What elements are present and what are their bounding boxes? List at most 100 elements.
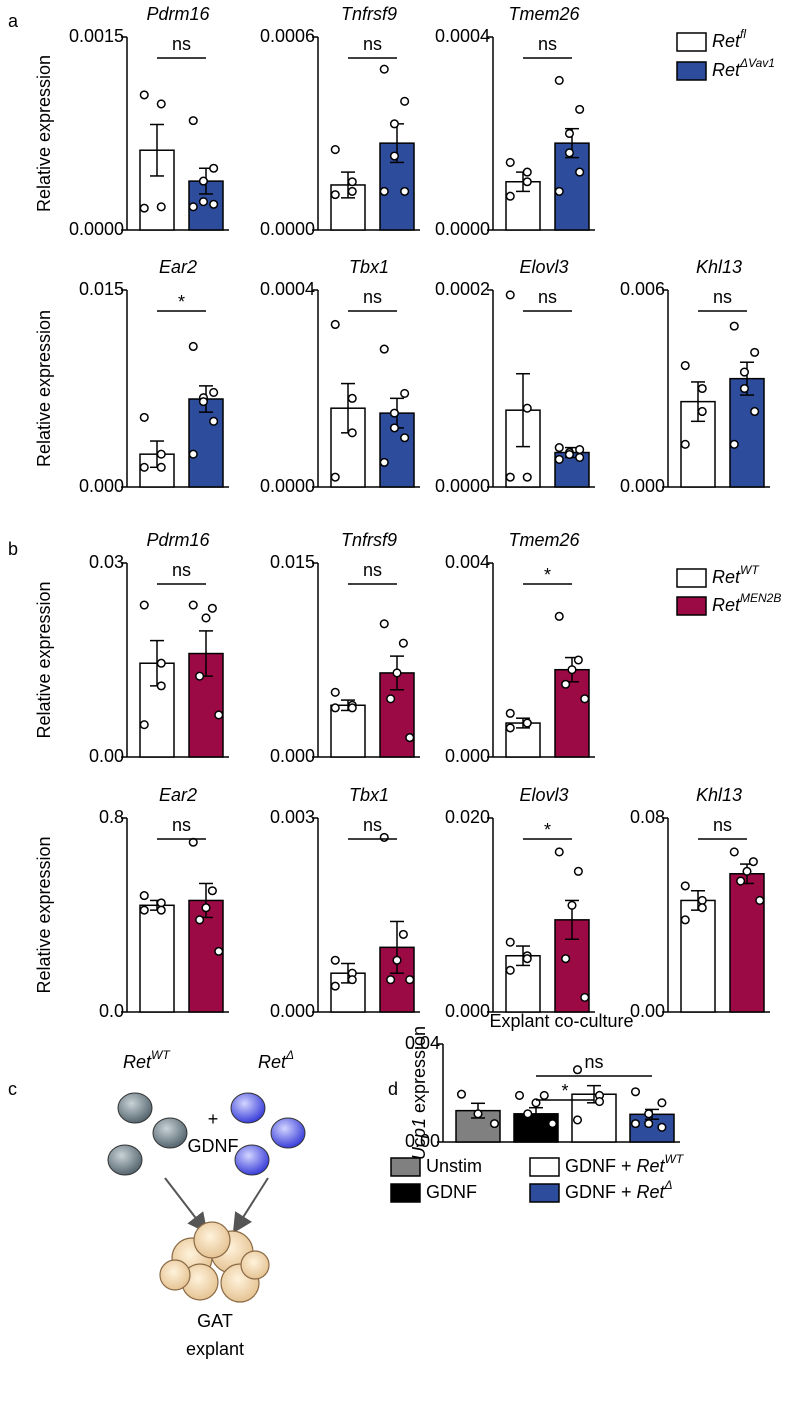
y-tick-label: 0.00 — [89, 746, 124, 766]
data-point — [554, 454, 564, 464]
data-point — [392, 668, 402, 678]
data-point — [188, 202, 198, 212]
chart-title: Pdrm16 — [146, 530, 210, 550]
y-tick-label: 0.000 — [620, 476, 665, 496]
data-point — [630, 1087, 641, 1097]
data-point — [505, 937, 515, 947]
data-point — [139, 905, 149, 915]
bar — [188, 398, 224, 488]
y-tick-label: 0.0006 — [260, 26, 315, 46]
stimulus: GDNF — [188, 1136, 239, 1156]
legend-label: Retfl — [712, 27, 746, 51]
legend-swatch — [529, 1157, 560, 1177]
legend-label: RetMEN2B — [712, 591, 781, 615]
significance-label: ns — [172, 560, 191, 580]
data-point — [389, 408, 400, 418]
data-point — [386, 975, 396, 985]
data-point — [139, 720, 149, 730]
data-point — [573, 655, 583, 665]
data-point — [139, 891, 149, 901]
text-part: Unstim — [426, 1156, 482, 1176]
significance-label: ns — [538, 34, 557, 54]
data-point — [531, 1098, 541, 1108]
bar — [729, 377, 765, 488]
data-point — [680, 360, 690, 371]
cell-label: RetΔ — [258, 1048, 294, 1072]
legend-swatch — [676, 61, 707, 81]
data-point — [554, 443, 564, 453]
y-axis-label: Relative expression — [34, 836, 54, 993]
data-point — [697, 903, 707, 913]
data-point — [214, 710, 224, 720]
data-point — [748, 857, 758, 867]
data-point — [139, 90, 149, 100]
data-point — [347, 703, 357, 713]
legend-swatch — [676, 596, 707, 616]
data-point — [156, 905, 166, 915]
legend-swatch — [676, 568, 707, 588]
data-point — [398, 929, 408, 939]
data-point — [379, 186, 389, 196]
y-tick-label: 0.000 — [270, 746, 315, 766]
y-tick-label: 0.000 — [79, 476, 124, 496]
data-point — [554, 611, 564, 621]
data-point — [201, 613, 211, 623]
y-tick-label: 0.015 — [79, 279, 124, 299]
y-tick-label: 0.0004 — [435, 26, 490, 46]
bar — [139, 904, 175, 1013]
data-point — [523, 1109, 533, 1119]
data-point — [139, 203, 149, 213]
significance-label: * — [544, 820, 551, 840]
text-part: GDNF + — [565, 1182, 637, 1202]
data-point — [564, 128, 575, 139]
legend-swatch — [390, 1157, 421, 1177]
data-point — [567, 665, 577, 675]
y-tick-label: 0.0000 — [69, 219, 124, 239]
data-point — [207, 603, 217, 613]
data-point — [505, 472, 515, 482]
chart-title: Tnfrsf9 — [341, 530, 397, 550]
data-point — [330, 687, 340, 697]
data-point — [398, 638, 408, 648]
y-axis-label: Relative expression — [34, 581, 54, 738]
legend-label: RetΔVav1 — [712, 56, 775, 80]
legend-swatch — [529, 1183, 560, 1203]
data-point — [198, 197, 208, 207]
data-point — [736, 876, 746, 886]
bar — [139, 149, 175, 231]
data-point — [209, 387, 219, 397]
text-part: Relative expression — [34, 55, 54, 212]
error-bar — [529, 1106, 543, 1121]
data-point — [330, 703, 340, 713]
data-point — [505, 708, 515, 718]
cell-label: RetWT — [123, 1048, 171, 1072]
panel-label: d — [388, 1079, 398, 1099]
error-bar — [341, 171, 355, 199]
chart-title: Ear2 — [159, 257, 197, 277]
significance-label: ns — [713, 287, 732, 307]
text-part: Ucp1 — [409, 1118, 429, 1160]
legend-swatch — [676, 32, 707, 52]
y-tick-label: 0.0000 — [260, 219, 315, 239]
y-axis-label: Relative expression — [34, 55, 54, 212]
text-part: GDNF — [426, 1182, 477, 1202]
text-part: Δ — [664, 1178, 673, 1192]
significance-label: ns — [713, 815, 732, 835]
y-tick-label: 0.0004 — [260, 279, 315, 299]
text-part: Relative expression — [34, 310, 54, 467]
chart-title: Tbx1 — [349, 785, 389, 805]
y-tick-label: 0.0015 — [69, 26, 124, 46]
data-point — [680, 439, 690, 449]
data-point — [594, 1097, 605, 1107]
significance-label: ns — [172, 34, 191, 54]
data-point — [755, 895, 765, 906]
significance-label: ns — [538, 287, 557, 307]
significance-label: * — [178, 292, 185, 312]
y-tick-label: 0.003 — [270, 807, 315, 827]
text-part: Relative expression — [34, 836, 54, 993]
data-point — [564, 148, 575, 158]
data-point — [573, 866, 583, 876]
y-axis-label: Ucp1 expression — [409, 1026, 429, 1160]
data-point — [386, 694, 396, 704]
